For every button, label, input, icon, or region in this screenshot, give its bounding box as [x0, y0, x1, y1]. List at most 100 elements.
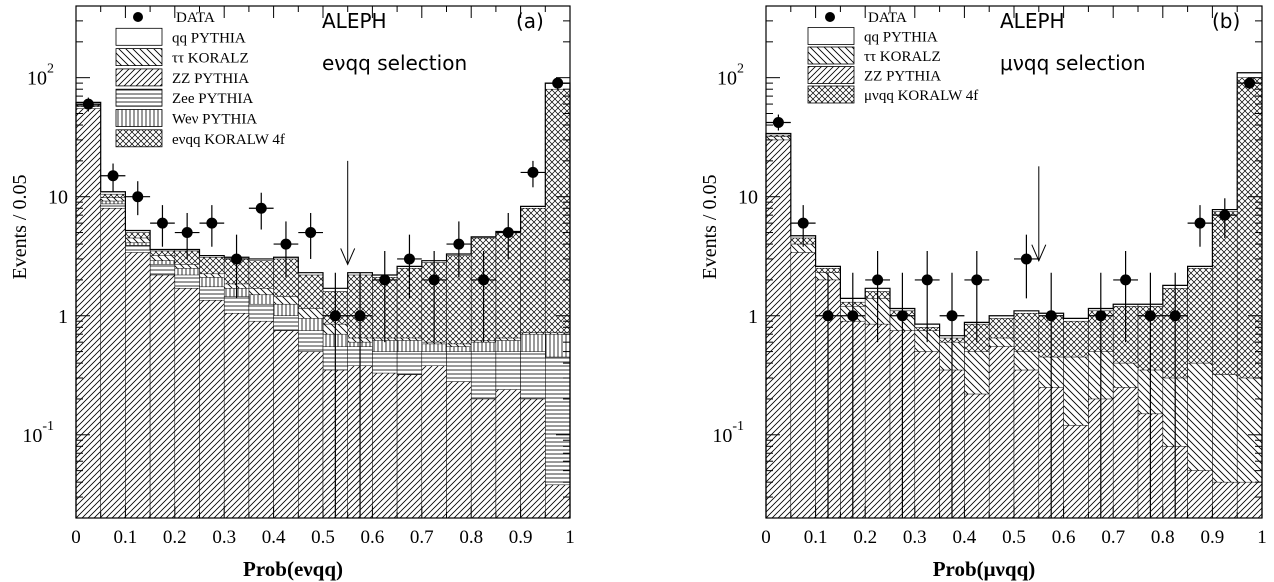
stack-a	[75, 82, 571, 519]
xtick-label-b-3: 0.3	[903, 527, 927, 548]
bar-a-diag-fwd-5	[199, 299, 225, 519]
data-point-b-17	[1244, 77, 1256, 89]
legend-label-a-2: ττ KORALZ	[172, 51, 249, 67]
data-point-a-8	[280, 238, 292, 250]
bar-b-diag-fwd-18	[1212, 481, 1238, 519]
legend-label-b-0: DATA	[868, 10, 907, 26]
legend-b: DATA qq PYTHIA ττ KORALZ ZZ PYTHIA μνqq KORA…	[807, 10, 978, 104]
xtick-label-a-1: 0.1	[114, 527, 138, 548]
data-point-b-3	[847, 310, 859, 322]
stack-b	[765, 72, 1263, 519]
ylabel-a: Events / 0.05	[9, 175, 31, 280]
panel-b: 0 0.1 0.2 0.3 0.4 0.5 0.6 0.7 0.8 0.9 111010210-1 …	[699, 5, 1267, 581]
bar-a-diag-fwd-15	[446, 381, 472, 519]
data-point-a-14	[428, 274, 440, 286]
bar-a-diag-fwd-8	[273, 330, 299, 519]
ytick-label-a-e1: 10	[48, 187, 68, 209]
data-point-a-4	[181, 227, 193, 239]
xtick-label-b-9: 0.9	[1201, 527, 1225, 548]
bar-b-diag-fwd-6	[914, 351, 940, 519]
xtick-label-a-4: 0.4	[262, 527, 286, 548]
data-point-a-10	[329, 310, 341, 322]
ytick-label-b-e0: 1	[748, 306, 758, 328]
xtick-label-b-5: 0.5	[1002, 527, 1026, 548]
bar-b-diag-fwd-4	[864, 323, 891, 519]
ytick-label-a-e0: 1	[58, 306, 68, 328]
bar-a-diag-fwd-9	[298, 351, 324, 519]
bar-a-diag-fwd-1	[100, 207, 126, 519]
panel-label-a: (a)	[516, 9, 544, 33]
bar-b-diag-fwd-14	[1112, 387, 1139, 519]
ylabel-b: Events / 0.05	[699, 175, 721, 280]
data-point-b-9	[1020, 253, 1032, 265]
data-point-b-2	[822, 310, 834, 322]
legend-swatch-a-0	[133, 12, 143, 22]
data-point-a-19	[552, 77, 564, 89]
data-point-a-0	[82, 98, 94, 110]
bar-b-diag-fwd-17	[1187, 470, 1213, 519]
data-point-a-7	[255, 202, 267, 214]
legend-label-a-1: qq PYTHIA	[172, 30, 246, 46]
legend-a: DATA qq PYTHIA ττ KORALZ ZZ PYTHIA Zee PYTHI…	[115, 10, 285, 148]
xtick-label-b-7: 0.7	[1101, 527, 1125, 548]
legend-swatch-a-4	[115, 88, 163, 107]
legend-label-a-3: ZZ PYTHIA	[172, 71, 249, 87]
xtick-label-a-9: 0.9	[509, 527, 533, 548]
xlabel-a: Prob(eνqq)	[243, 557, 343, 581]
data-point-b-13	[1144, 310, 1156, 322]
bar-a-diag-fwd-12	[372, 372, 398, 519]
data-point-a-15	[453, 238, 465, 250]
data-points-a	[76, 77, 570, 518]
xtick-label-a-7: 0.7	[410, 527, 434, 548]
bar-a-diag-fwd-7	[248, 320, 274, 519]
ytick-label-b-e2: 102	[717, 62, 744, 90]
bar-b-diag-fwd-10	[1013, 369, 1040, 519]
legend-label-b-2: ττ KORALZ	[864, 49, 941, 65]
data-point-a-2	[132, 191, 144, 203]
cut-arrow-head-b	[1031, 244, 1047, 262]
selection-a: eνqq selection	[322, 51, 467, 75]
xtick-label-b-0: 0	[761, 527, 771, 548]
legend-label-b-4: μνqq KORALW 4f	[864, 88, 978, 104]
data-point-a-17	[502, 227, 514, 239]
data-points-b	[766, 77, 1262, 518]
panel-label-b: (b)	[1212, 9, 1240, 33]
data-point-a-1	[107, 170, 119, 182]
bar-a-diag-fwd-16	[470, 398, 497, 519]
xtick-label-a-8: 0.8	[459, 527, 483, 548]
legend-label-b-1: qq PYTHIA	[864, 30, 938, 46]
legend-swatch-b-2	[807, 46, 855, 65]
bar-a-diag-fwd-0	[75, 108, 101, 519]
xtick-label-b-8: 0.8	[1151, 527, 1175, 548]
data-point-b-6	[921, 274, 933, 286]
data-point-a-5	[206, 217, 218, 229]
data-point-b-15	[1194, 217, 1206, 229]
data-point-b-16	[1219, 209, 1231, 221]
xtick-label-b-1: 0.1	[804, 527, 828, 548]
xtick-label-b-4: 0.4	[953, 527, 977, 548]
data-point-a-12	[379, 274, 391, 286]
data-point-b-8	[971, 274, 983, 286]
bar-b-diag-fwd-8	[964, 393, 990, 519]
xtick-label-a-0: 0	[71, 527, 81, 548]
data-point-a-11	[354, 310, 366, 322]
legend-swatch-a-6	[115, 129, 163, 148]
xlabel-b: Prob(μνqq)	[933, 557, 1036, 581]
data-point-a-3	[156, 217, 168, 229]
legend-label-a-4: Zee PYTHIA	[172, 91, 253, 107]
data-point-a-9	[305, 227, 317, 239]
legend-swatch-b-1	[807, 27, 855, 45]
xtick-label-a-2: 0.2	[163, 527, 187, 548]
legend-label-b-3: ZZ PYTHIA	[864, 69, 941, 85]
bar-b-diag-fwd-9	[988, 346, 1015, 519]
legend-swatch-a-1	[115, 27, 163, 46]
xtick-label-b-2: 0.2	[853, 527, 877, 548]
legend-swatch-a-5	[115, 109, 163, 127]
bar-a-diag-fwd-14	[421, 365, 447, 519]
bar-b-diag-fwd-12	[1063, 425, 1089, 519]
data-point-a-16	[478, 274, 490, 286]
legend-swatch-b-3	[807, 66, 855, 84]
xtick-label-a-10: 1	[565, 527, 575, 548]
bar-a-diag-fwd-18	[520, 398, 546, 519]
data-point-b-11	[1095, 310, 1107, 322]
